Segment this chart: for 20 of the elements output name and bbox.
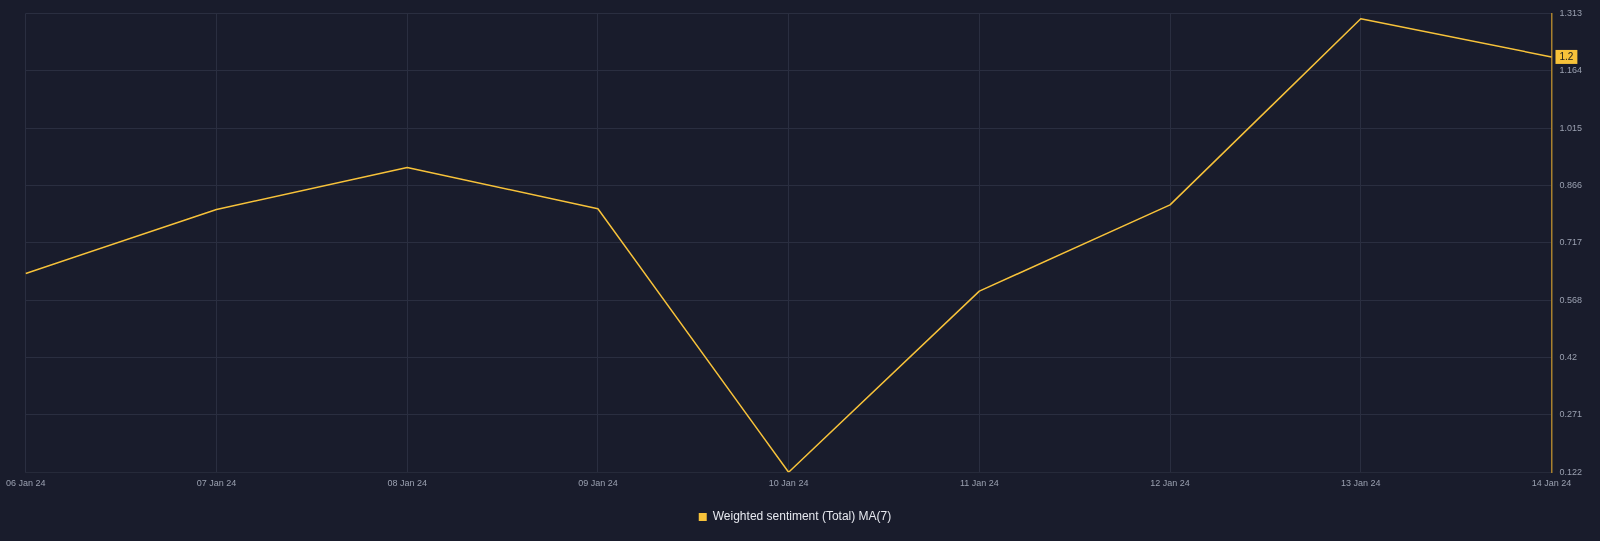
y-tick-label: 1.164 bbox=[1559, 65, 1583, 76]
x-tick-label: 13 Jan 24 bbox=[1340, 478, 1381, 489]
x-tick-label: 09 Jan 24 bbox=[578, 478, 618, 489]
x-tick-label: 06 Jan 24 bbox=[5, 478, 46, 489]
x-tick-label: 11 Jan 24 bbox=[959, 478, 999, 489]
x-tick-label: 14 Jan 24 bbox=[1531, 478, 1572, 489]
y-tick-label: 0.42 bbox=[1559, 351, 1578, 362]
x-tick-label: 07 Jan 24 bbox=[196, 478, 237, 489]
x-tick-label: 08 Jan 24 bbox=[387, 478, 427, 489]
y-tick-label: 0.271 bbox=[1559, 409, 1583, 420]
data-label: 1.2 bbox=[1559, 50, 1574, 62]
y-tick-label: 0.866 bbox=[1559, 180, 1583, 191]
y-tick-label: 0.717 bbox=[1559, 237, 1583, 248]
y-tick-label: 0.568 bbox=[1559, 294, 1583, 305]
x-tick-label: 10 Jan 24 bbox=[768, 478, 809, 489]
y-tick-label: 1.313 bbox=[1559, 7, 1583, 18]
y-tick-label: 1.015 bbox=[1559, 122, 1583, 133]
legend-label: Weighted sentiment (Total) MA(7) bbox=[712, 509, 892, 524]
x-tick-label: 12 Jan 24 bbox=[1150, 478, 1190, 489]
y-tick-label: 0.122 bbox=[1559, 466, 1583, 477]
